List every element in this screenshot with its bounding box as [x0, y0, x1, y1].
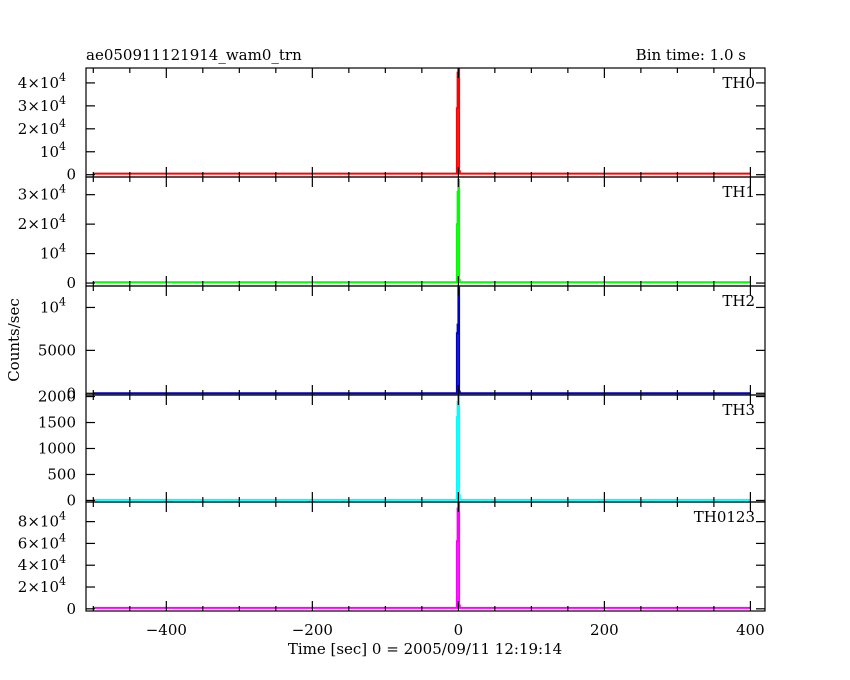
y-tick-label: 4×104 — [18, 71, 66, 92]
y-axis-label: Counts/sec — [5, 298, 23, 382]
y-tick-label: 2×104 — [18, 575, 66, 596]
panel-label-th0123: TH0123 — [694, 508, 755, 526]
y-tick-label: 3×104 — [18, 183, 66, 204]
series-line-th1 — [93, 178, 751, 284]
y-tick-label: 1000 — [38, 440, 76, 458]
x-tick-label: −200 — [292, 621, 333, 639]
x-axis-label: Time [sec] 0 = 2005/09/11 12:19:14 — [288, 640, 562, 658]
y-tick-label: 0 — [66, 274, 76, 292]
x-tick-label: 0 — [454, 621, 464, 639]
y-tick-label: 2×104 — [18, 212, 66, 233]
panel-th2: 0 5000 104 TH2 — [38, 285, 766, 402]
series-line-th0123 — [93, 502, 751, 609]
panel-frame — [85, 501, 766, 612]
figure-title: ae050911121914_wam0_trn — [86, 46, 302, 64]
y-tick-label: 2000 — [38, 388, 76, 406]
y-tick-label: 500 — [47, 465, 76, 483]
bin-time-label: Bin time: 1.0 s — [636, 46, 746, 64]
y-tick-label: 104 — [40, 242, 66, 263]
y-tick-label: 104 — [40, 295, 66, 316]
panel-frame — [85, 394, 766, 503]
y-tick-label: 104 — [40, 140, 66, 161]
y-tick-label: 3×104 — [18, 94, 66, 115]
y-tick-label: 0 — [66, 384, 76, 402]
y-tick-label: 0 — [66, 491, 76, 509]
panel-frame — [85, 176, 766, 287]
series-line-th0 — [93, 68, 751, 175]
panel-frame — [85, 67, 766, 178]
x-tick-label: −400 — [146, 621, 187, 639]
y-tick-label: 0 — [66, 166, 76, 184]
x-tick-label: 200 — [590, 621, 619, 639]
y-tick-label: 4×104 — [18, 553, 66, 574]
y-tick-label: 1500 — [38, 414, 76, 432]
panel-label-th0: TH0 — [722, 74, 755, 92]
y-tick-label: 0 — [66, 600, 76, 618]
series-line-th2 — [93, 286, 751, 395]
panel-th3: 0 500 1000 1500 2000 TH3 — [38, 388, 766, 509]
y-tick-label: 8×104 — [18, 510, 66, 531]
panel-label-th1: TH1 — [722, 183, 755, 201]
y-tick-label: 6×104 — [18, 531, 66, 552]
y-tick-label: 2×104 — [18, 117, 66, 138]
series-line-th3 — [93, 394, 751, 501]
y-tick-label: 5000 — [38, 341, 76, 359]
panel-frame — [85, 285, 766, 396]
panel-label-th2: TH2 — [722, 292, 755, 310]
panel-label-th3: TH3 — [722, 401, 755, 419]
x-tick-label: 400 — [736, 621, 765, 639]
